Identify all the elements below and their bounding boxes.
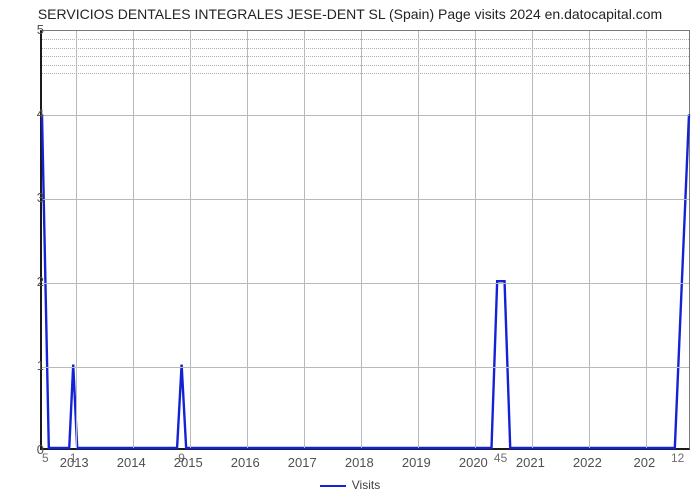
x-tick-label: 2013 — [60, 455, 89, 470]
gridline-h-minor — [42, 39, 689, 40]
x-tick-label: 2014 — [117, 455, 146, 470]
gridline-v — [589, 31, 590, 448]
gridline-h-minor — [42, 48, 689, 49]
x-tick-label: 2020 — [459, 455, 488, 470]
gridline-h — [42, 199, 689, 200]
series-layer: 5194512 — [42, 31, 689, 448]
y-tick-label: 4 — [14, 106, 44, 121]
y-tick-label: 3 — [14, 190, 44, 205]
gridline-v — [133, 31, 134, 448]
x-tick-label: 2018 — [345, 455, 374, 470]
x-tick-label: 2015 — [174, 455, 203, 470]
y-tick-label: 1 — [14, 358, 44, 373]
legend-label: Visits — [352, 478, 380, 492]
gridline-v — [418, 31, 419, 448]
gridline-h-minor — [42, 73, 689, 74]
chart-title: SERVICIOS DENTALES INTEGRALES JESE-DENT … — [0, 6, 700, 22]
gridline-v — [361, 31, 362, 448]
x-tick-label: 2022 — [573, 455, 602, 470]
y-tick-label: 2 — [14, 274, 44, 289]
gridline-v — [190, 31, 191, 448]
y-tick-label: 5 — [14, 22, 44, 37]
gridline-h — [42, 367, 689, 368]
x-tick-label: 202 — [634, 455, 656, 470]
gridline-h — [42, 115, 689, 116]
legend-swatch — [320, 485, 346, 487]
gridline-v — [532, 31, 533, 448]
gridline-v — [304, 31, 305, 448]
chart-container: SERVICIOS DENTALES INTEGRALES JESE-DENT … — [0, 0, 700, 500]
gridline-v — [646, 31, 647, 448]
gridline-v — [247, 31, 248, 448]
gridline-h — [42, 283, 689, 284]
series-data-label: 12 — [671, 451, 685, 465]
x-tick-label: 2019 — [402, 455, 431, 470]
legend: Visits — [0, 478, 700, 492]
plot-area: 5194512 — [40, 30, 690, 450]
gridline-h-minor — [42, 56, 689, 57]
x-tick-label: 2021 — [516, 455, 545, 470]
gridline-h-minor — [42, 65, 689, 66]
y-tick-label: 0 — [14, 442, 44, 457]
x-tick-label: 2017 — [288, 455, 317, 470]
series-data-label: 45 — [494, 451, 508, 465]
gridline-v — [475, 31, 476, 448]
x-tick-label: 2016 — [231, 455, 260, 470]
gridline-v — [76, 31, 77, 448]
series-line — [42, 114, 689, 448]
